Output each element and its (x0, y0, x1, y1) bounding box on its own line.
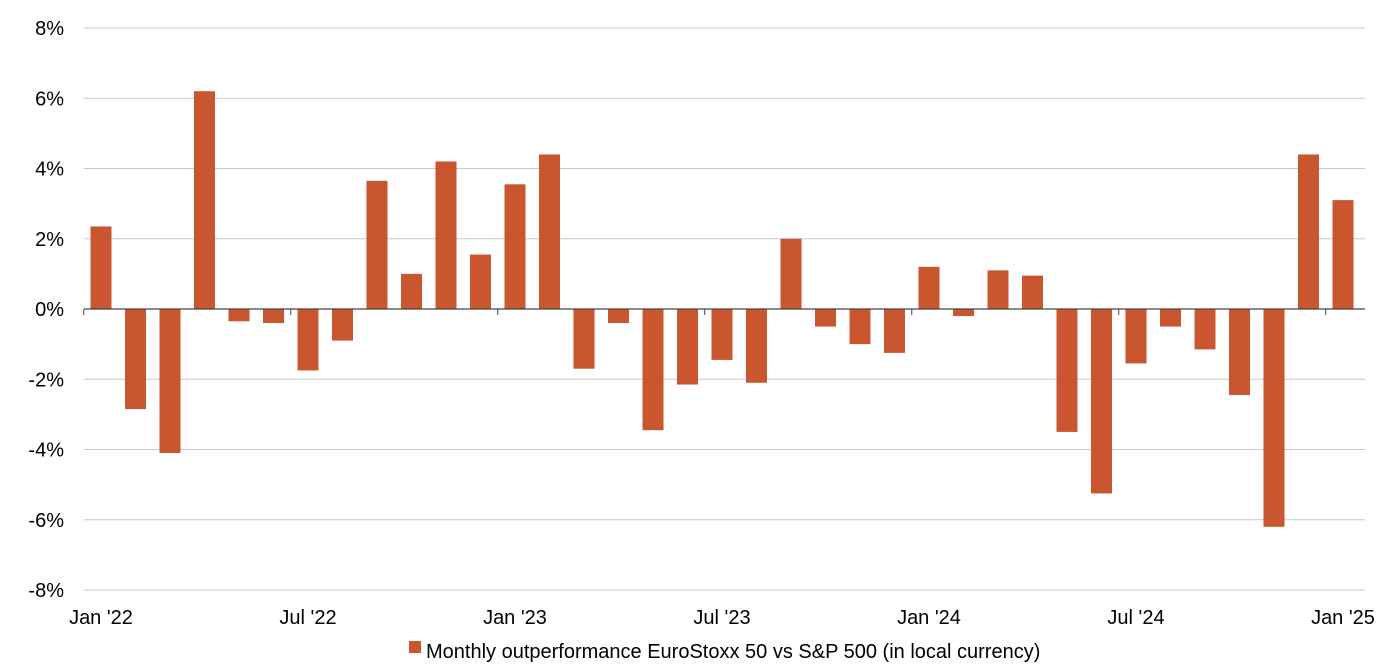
y-tick-label: 4% (35, 159, 64, 181)
gridlines (84, 27, 1365, 591)
bar (435, 161, 457, 309)
x-tick-label: Jul '24 (1107, 607, 1164, 629)
y-tick-label: 2% (35, 229, 64, 251)
legend: Monthly outperformance EuroStoxx 50 vs S… (409, 641, 1040, 663)
bar (470, 254, 491, 309)
x-axis (83, 308, 1365, 315)
x-tick-label: Jan '22 (69, 607, 133, 629)
x-tick-label: Jul '23 (693, 607, 750, 629)
bar (642, 309, 664, 431)
x-tick-label: Jan '25 (1311, 607, 1375, 629)
bar (1160, 309, 1181, 327)
bar (159, 309, 181, 454)
bar (677, 309, 698, 385)
bar (608, 309, 629, 324)
bar (1229, 309, 1250, 396)
bar (366, 180, 388, 309)
bar (539, 154, 560, 309)
y-tick-label: -2% (28, 369, 64, 391)
x-tick-label: Jan '23 (483, 607, 547, 629)
y-tick-label: -8% (28, 580, 64, 602)
bar (746, 309, 767, 383)
bar (953, 309, 974, 317)
bar (573, 309, 595, 369)
bar (918, 266, 940, 309)
y-tick-label: -4% (28, 440, 64, 462)
bar (711, 309, 733, 360)
bar (297, 309, 319, 371)
bar (849, 309, 871, 345)
x-tick-label: Jan '24 (897, 607, 961, 629)
bar (125, 309, 146, 410)
y-tick-label: 6% (35, 88, 64, 110)
bar (780, 238, 802, 309)
bar (228, 309, 250, 322)
y-tick-label: 0% (35, 299, 64, 321)
bar (1125, 309, 1147, 364)
bar (1263, 309, 1285, 527)
bar (1056, 309, 1078, 432)
y-tick-label: 8% (35, 18, 64, 40)
bars (90, 91, 1354, 527)
y-axis-tick-labels: 8% 6% 4% 2% 0% -2% -4% -6% -8% (28, 18, 64, 602)
bar (1022, 275, 1043, 309)
bar (504, 184, 526, 309)
legend-label: Monthly outperformance EuroStoxx 50 vs S… (426, 641, 1040, 663)
y-tick-label: -6% (28, 510, 64, 532)
bar (1194, 309, 1216, 350)
bar (401, 273, 422, 309)
x-axis-tick-labels: Jan '22 Jul '22 Jan '23 Jul '23 Jan '24 Jul '… (69, 607, 1375, 629)
bar (90, 226, 112, 309)
bar (332, 309, 353, 341)
bar (987, 270, 1009, 309)
bar (1091, 309, 1112, 494)
x-tick-label: Jul '22 (279, 607, 336, 629)
bar (1298, 154, 1319, 309)
legend-swatch (409, 641, 421, 653)
bar (1332, 200, 1354, 309)
bar (263, 309, 284, 324)
bar (815, 309, 836, 327)
bar (194, 91, 215, 309)
bar (884, 309, 905, 353)
